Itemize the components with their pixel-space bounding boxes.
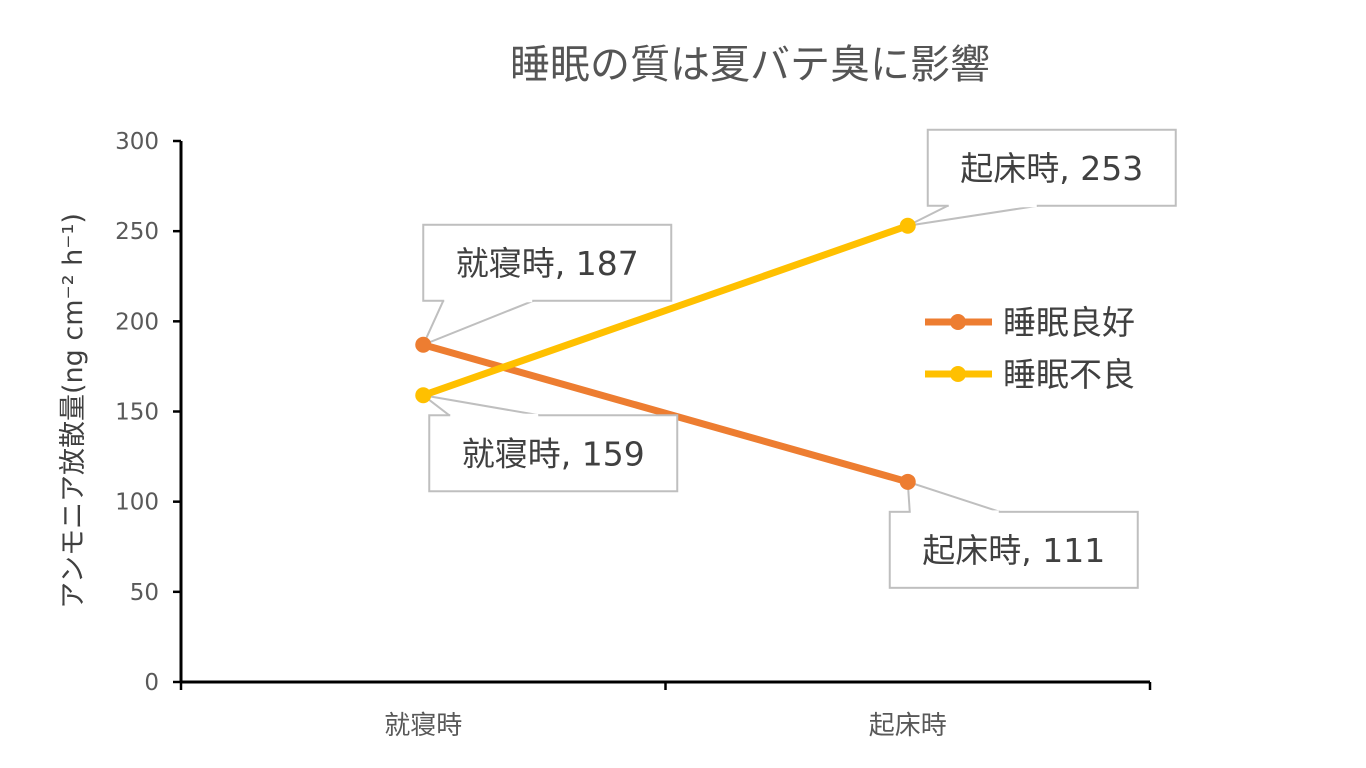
legend-swatch-marker [950,314,966,330]
series-layer [415,217,916,490]
data-point [899,473,916,490]
y-axis-label: アンモニア放散量(ng cm⁻² h⁻¹) [58,213,89,609]
legend-label: 睡眠良好 [1003,303,1135,342]
axes: 0 50 100 150 200 250 300 就寝時 起床時 [115,129,1152,741]
data-point [415,387,432,404]
callout-pointer [907,204,1038,227]
y-tick-label: 150 [115,400,159,426]
data-label: 就寝時, 159 [462,434,645,473]
data-point [415,336,432,353]
y-tick-label: 100 [115,490,159,516]
series-line-2 [419,222,912,399]
callout-leaders [421,204,1038,513]
callout-pointer [906,480,1001,513]
callout-box [888,510,1139,589]
x-category-label: 起床時 [869,711,947,741]
data-label: 就寝時, 187 [456,244,639,283]
callout-box [422,223,673,302]
y-tick-label: 0 [144,670,159,696]
data-callouts: 就寝時, 187 起床時, 111 就寝時, 159 起床時, 253 [422,128,1177,589]
callout-box [926,128,1177,207]
x-category-label: 就寝時 [384,711,462,741]
chart-title: 睡眠の質は夏バテ臭に影響 [510,42,990,88]
legend-label: 睡眠不良 [1003,355,1135,394]
data-point [899,217,916,234]
y-tick-label: 300 [115,129,159,155]
legend-swatch-marker [950,366,966,382]
callout-pointer [422,394,540,417]
data-label: 起床時, 111 [922,531,1105,570]
data-label: 起床時, 253 [960,149,1143,188]
y-tick-label: 50 [130,580,159,606]
callout-pointer [421,299,534,347]
y-tick-label: 250 [115,219,159,245]
y-tick-label: 200 [115,309,159,335]
callout-box [428,414,679,493]
